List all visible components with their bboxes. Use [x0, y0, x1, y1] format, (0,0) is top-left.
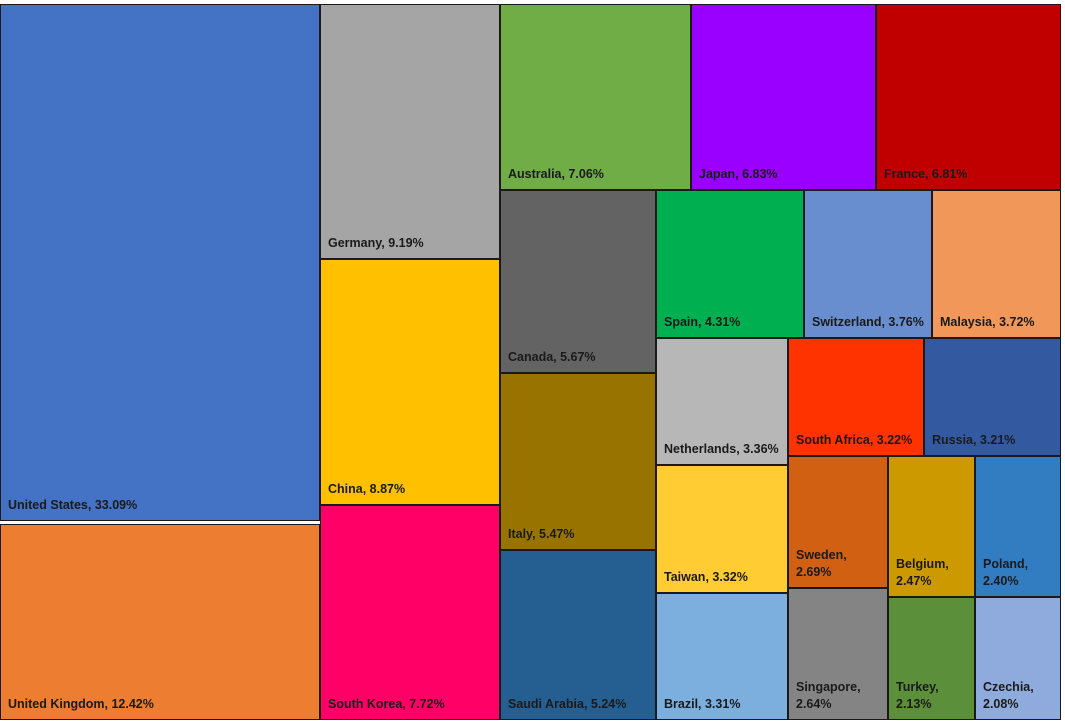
- treemap-tile-singapore: Singapore, 2.64%: [788, 588, 888, 720]
- treemap-tile-spain: Spain, 4.31%: [656, 190, 804, 338]
- treemap-label-australia: Australia, 7.06%: [508, 167, 604, 181]
- treemap-tile-south-korea: South Korea, 7.72%: [320, 505, 500, 720]
- treemap-tile-south-africa: South Africa, 3.22%: [788, 338, 924, 456]
- treemap-label-saudi-arabia: Saudi Arabia, 5.24%: [508, 697, 627, 711]
- treemap-label-czechia: Czechia, 2.08%: [983, 680, 1034, 711]
- treemap-label-united-states: United States, 33.09%: [8, 498, 138, 512]
- treemap-label-italy: Italy, 5.47%: [508, 527, 575, 541]
- treemap-tile-germany: Germany, 9.19%: [320, 4, 500, 259]
- treemap-label-united-kingdom: United Kingdom, 12.42%: [8, 697, 154, 711]
- treemap-tile-brazil: Brazil, 3.31%: [656, 593, 788, 720]
- treemap-tile-turkey: Turkey, 2.13%: [888, 597, 975, 720]
- treemap-label-south-africa: South Africa, 3.22%: [796, 433, 913, 447]
- treemap-label-sweden: Sweden, 2.69%: [796, 548, 847, 579]
- treemap-label-belgium: Belgium, 2.47%: [896, 557, 949, 588]
- treemap-tile-japan: Japan, 6.83%: [691, 4, 876, 190]
- treemap-tile-taiwan: Taiwan, 3.32%: [656, 465, 788, 593]
- treemap-label-switzerland: Switzerland, 3.76%: [812, 315, 924, 329]
- treemap-tile-switzerland: Switzerland, 3.76%: [804, 190, 932, 338]
- treemap-tile-poland: Poland, 2.40%: [975, 456, 1061, 597]
- treemap-tile-canada: Canada, 5.67%: [500, 190, 656, 373]
- treemap-tile-netherlands: Netherlands, 3.36%: [656, 338, 788, 465]
- treemap-label-singapore: Singapore, 2.64%: [796, 680, 861, 711]
- treemap-tile-france: France, 6.81%: [876, 4, 1061, 190]
- treemap-label-japan: Japan, 6.83%: [699, 167, 778, 181]
- treemap-label-turkey: Turkey, 2.13%: [896, 680, 939, 711]
- treemap-label-malaysia: Malaysia, 3.72%: [940, 315, 1035, 329]
- treemap-label-spain: Spain, 4.31%: [664, 315, 741, 329]
- treemap-tile-china: China, 8.87%: [320, 259, 500, 505]
- treemap-label-canada: Canada, 5.67%: [508, 350, 596, 364]
- treemap-tile-russia: Russia, 3.21%: [924, 338, 1061, 456]
- treemap-tile-sweden: Sweden, 2.69%: [788, 456, 888, 588]
- treemap-tile-saudi-arabia: Saudi Arabia, 5.24%: [500, 550, 656, 720]
- treemap-label-taiwan: Taiwan, 3.32%: [664, 570, 748, 584]
- treemap-tile-australia: Australia, 7.06%: [500, 4, 691, 190]
- treemap-label-china: China, 8.87%: [328, 482, 406, 496]
- treemap-label-russia: Russia, 3.21%: [932, 433, 1016, 447]
- treemap-label-france: France, 6.81%: [884, 167, 968, 181]
- treemap-label-south-korea: South Korea, 7.72%: [328, 697, 445, 711]
- treemap-tile-italy: Italy, 5.47%: [500, 373, 656, 550]
- treemap-label-poland: Poland, 2.40%: [983, 557, 1029, 588]
- treemap-tile-czechia: Czechia, 2.08%: [975, 597, 1061, 720]
- treemap-tile-malaysia: Malaysia, 3.72%: [932, 190, 1061, 338]
- treemap-label-netherlands: Netherlands, 3.36%: [664, 442, 779, 456]
- treemap-tile-belgium: Belgium, 2.47%: [888, 456, 975, 597]
- treemap-label-germany: Germany, 9.19%: [328, 236, 424, 250]
- treemap-label-brazil: Brazil, 3.31%: [664, 697, 741, 711]
- treemap-tile-united-kingdom: United Kingdom, 12.42%: [0, 524, 320, 720]
- treemap-tile-united-states: United States, 33.09%: [0, 4, 320, 521]
